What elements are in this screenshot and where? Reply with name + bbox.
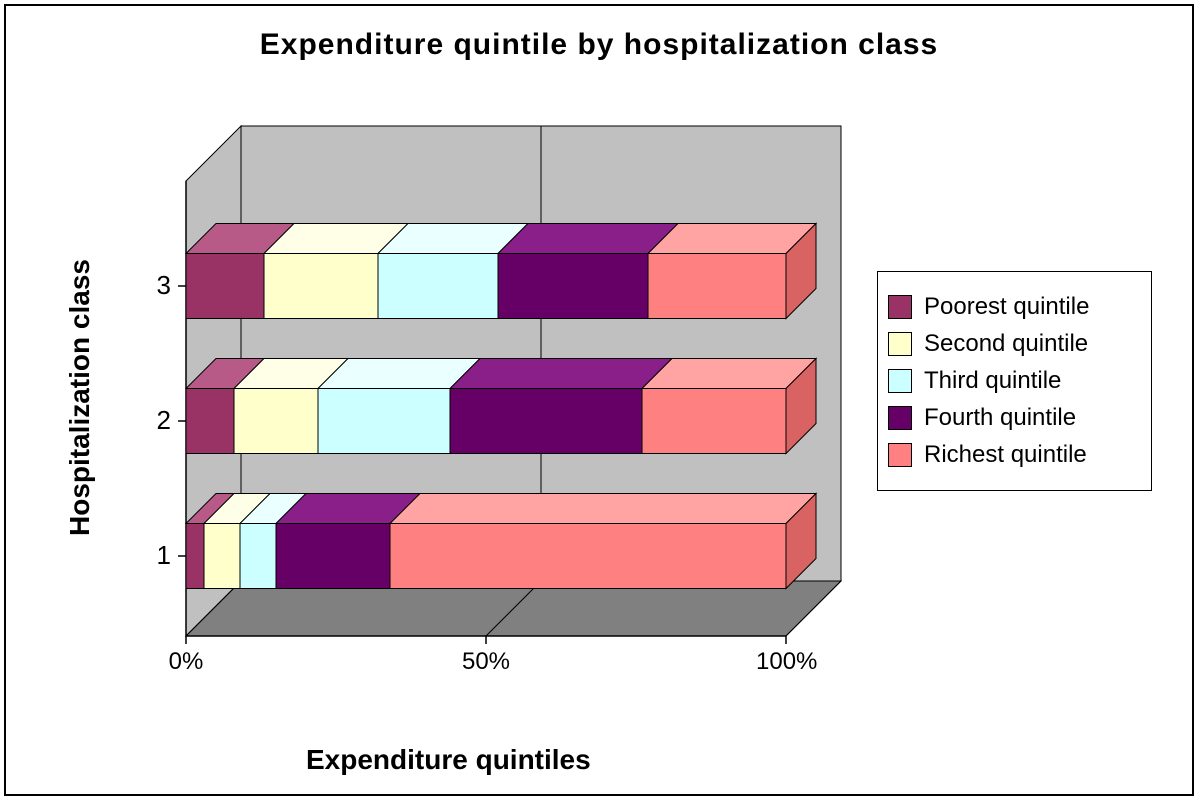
legend-item: Third quintile [888, 367, 1141, 395]
legend-swatch [888, 369, 912, 393]
y-tick-label: 1 [141, 540, 171, 571]
chart-frame: Expenditure quintile by hospitalization … [4, 4, 1194, 796]
legend: Poorest quintile Second quintile Third qui… [877, 271, 1152, 491]
legend-label: Third quintile [924, 367, 1061, 395]
x-tick-label: 100% [756, 648, 816, 676]
legend-label: Second quintile [924, 330, 1088, 358]
y-tick-label: 3 [141, 270, 171, 301]
legend-label: Richest quintile [924, 441, 1087, 469]
chart-plot-area [146, 106, 846, 656]
chart-svg [146, 106, 846, 656]
legend-swatch [888, 406, 912, 430]
legend-swatch [888, 443, 912, 467]
x-tick-label: 0% [156, 648, 216, 676]
legend-swatch [888, 295, 912, 319]
legend-item: Poorest quintile [888, 293, 1141, 321]
legend-item: Second quintile [888, 330, 1141, 358]
chart-title: Expenditure quintile by hospitalization … [6, 28, 1192, 62]
x-tick-label: 50% [456, 648, 516, 676]
legend-label: Fourth quintile [924, 404, 1076, 432]
y-axis-title: Hospitalization class [64, 259, 96, 536]
legend-item: Fourth quintile [888, 404, 1141, 432]
legend-item: Richest quintile [888, 441, 1141, 469]
x-axis-title: Expenditure quintiles [306, 744, 591, 776]
y-tick-label: 2 [141, 405, 171, 436]
legend-swatch [888, 332, 912, 356]
legend-label: Poorest quintile [924, 293, 1089, 321]
